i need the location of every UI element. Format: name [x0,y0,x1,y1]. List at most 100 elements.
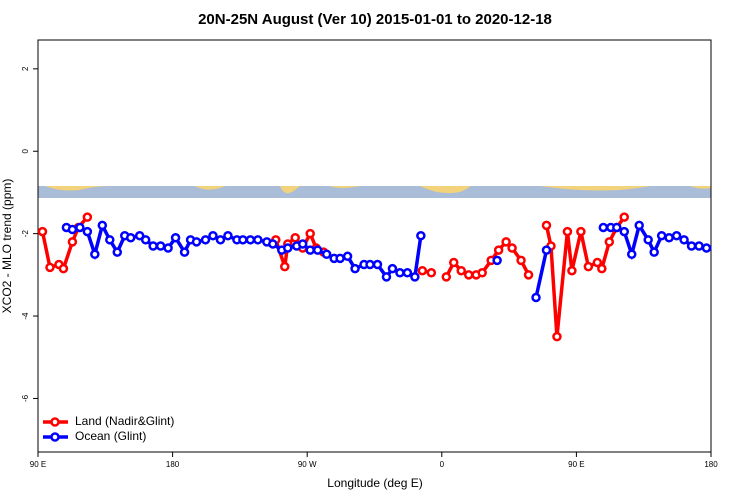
data-point [477,268,487,278]
map-strip [38,186,711,198]
data-point [208,230,218,241]
data-point [576,226,586,237]
data-point [410,272,420,282]
data-point [701,243,712,253]
data-point [598,222,609,233]
data-point [516,255,526,266]
data-point [592,257,603,268]
data-point [335,253,345,264]
x-axis-label: Longitude (deg E) [327,476,422,490]
data-point [441,272,452,282]
data-point [268,239,278,249]
data-point [493,245,504,255]
x-tick-label: 180 [704,460,718,469]
data-point [245,235,256,245]
x-tick-label: 0 [440,460,445,469]
data-point [463,270,474,280]
data-point [649,247,659,257]
data-point [75,222,85,233]
data-point [155,241,166,251]
data-point [643,235,653,245]
data-point [552,331,562,342]
data-point [191,237,202,247]
data-point [321,249,332,259]
legend-label: Ocean (Glint) [75,429,146,443]
data-point [125,233,136,243]
data-point [297,239,308,249]
data-point [626,249,637,259]
legend-label: Land (Nadir&Glint) [75,414,174,428]
data-point [253,235,263,245]
data-point [583,261,594,272]
x-tick-label: 90 E [30,460,46,469]
data-point [492,255,502,266]
data-point [541,220,552,231]
data-point [686,241,697,251]
plot-frame [37,39,712,453]
data-point [395,268,405,278]
data-point [541,245,552,255]
data-point [148,241,158,251]
data-point [163,243,173,253]
data-point [134,230,145,241]
data-point [604,237,615,247]
data-point [507,243,517,253]
data-point [82,226,93,237]
legend-marker [50,432,60,442]
data-point [671,230,682,241]
data-point [67,237,78,247]
data-point [501,237,511,247]
y-tick-label: 0 [21,148,30,153]
data-point [238,235,248,245]
data-point [90,249,100,259]
data-point [531,292,541,303]
data-point [523,270,534,280]
y-tick-label: -4 [21,312,30,320]
chart-title: 20N-25N August (Ver 10) 2015-01-01 to 20… [198,11,552,28]
data-point [694,241,704,251]
data-point [97,220,108,231]
data-point [350,263,360,274]
x-tick-label: 180 [166,460,180,469]
y-tick-label: -6 [21,394,30,402]
data-point [305,245,315,255]
data-point [37,226,48,237]
data-point [223,230,233,241]
data-point [67,224,78,235]
x-tick-label: 90 E [568,460,584,469]
data-point [634,220,644,231]
data-point [290,233,300,243]
data-point [449,257,459,268]
data-point [312,245,323,255]
data-point [456,265,466,276]
data-point [619,226,630,237]
x-tick-label: 90 W [298,460,317,469]
legend-marker [50,417,60,427]
data-point [619,212,630,222]
y-axis-label: XCO2 - MLO trend (ppm) [0,179,14,314]
data-point [200,235,211,245]
y-tick-label: -2 [21,230,30,238]
y-tick-label: 2 [21,66,30,71]
data-point [562,226,573,237]
data-point [381,272,392,282]
data-point [170,233,181,243]
data-point [283,243,293,253]
data-point [664,233,674,243]
data-point [215,235,226,245]
data-point [402,268,413,278]
data-point [179,247,190,257]
data-point [342,251,353,262]
data-point [140,235,151,245]
data-point [426,268,437,278]
data-point [45,262,55,273]
data-point [372,259,383,270]
data-point [105,235,115,245]
data-point [112,247,123,257]
data-point [417,265,428,276]
data-point [567,265,577,276]
data-point [365,259,375,270]
data-point [656,230,667,241]
data-point [416,230,426,241]
